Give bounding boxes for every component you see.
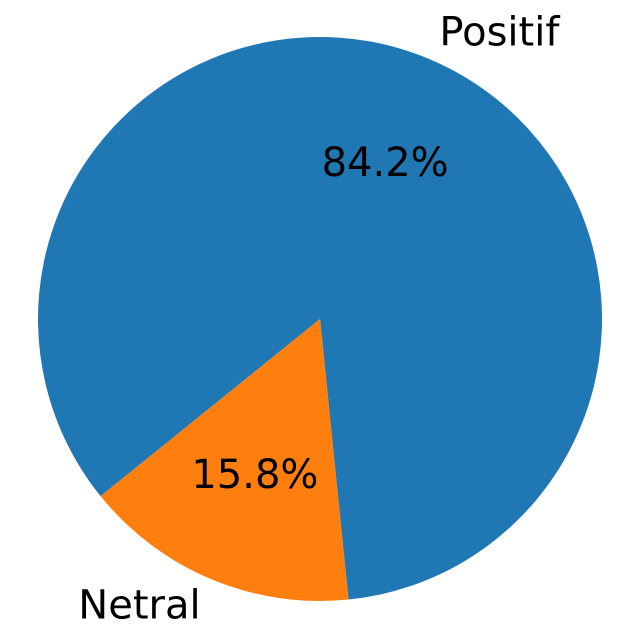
pie-slice-positif bbox=[38, 36, 602, 600]
pie-pct-label-positif: 84.2% bbox=[322, 140, 449, 186]
pie-slices bbox=[38, 36, 602, 601]
pie-slice-netral bbox=[100, 319, 349, 601]
pie-labels: 84.2% Positif 15.8% Netral bbox=[78, 10, 560, 629]
pie-label-netral: Netral bbox=[78, 582, 200, 628]
pie-label-positif: Positif bbox=[439, 10, 560, 56]
pie-pct-label-netral: 15.8% bbox=[191, 452, 318, 498]
